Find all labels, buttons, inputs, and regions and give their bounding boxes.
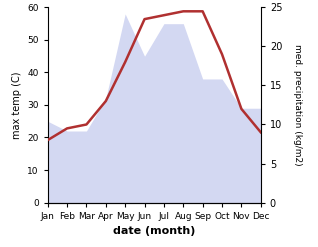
Y-axis label: med. precipitation (kg/m2): med. precipitation (kg/m2) [294, 44, 302, 166]
X-axis label: date (month): date (month) [113, 226, 196, 236]
Y-axis label: max temp (C): max temp (C) [12, 71, 22, 139]
